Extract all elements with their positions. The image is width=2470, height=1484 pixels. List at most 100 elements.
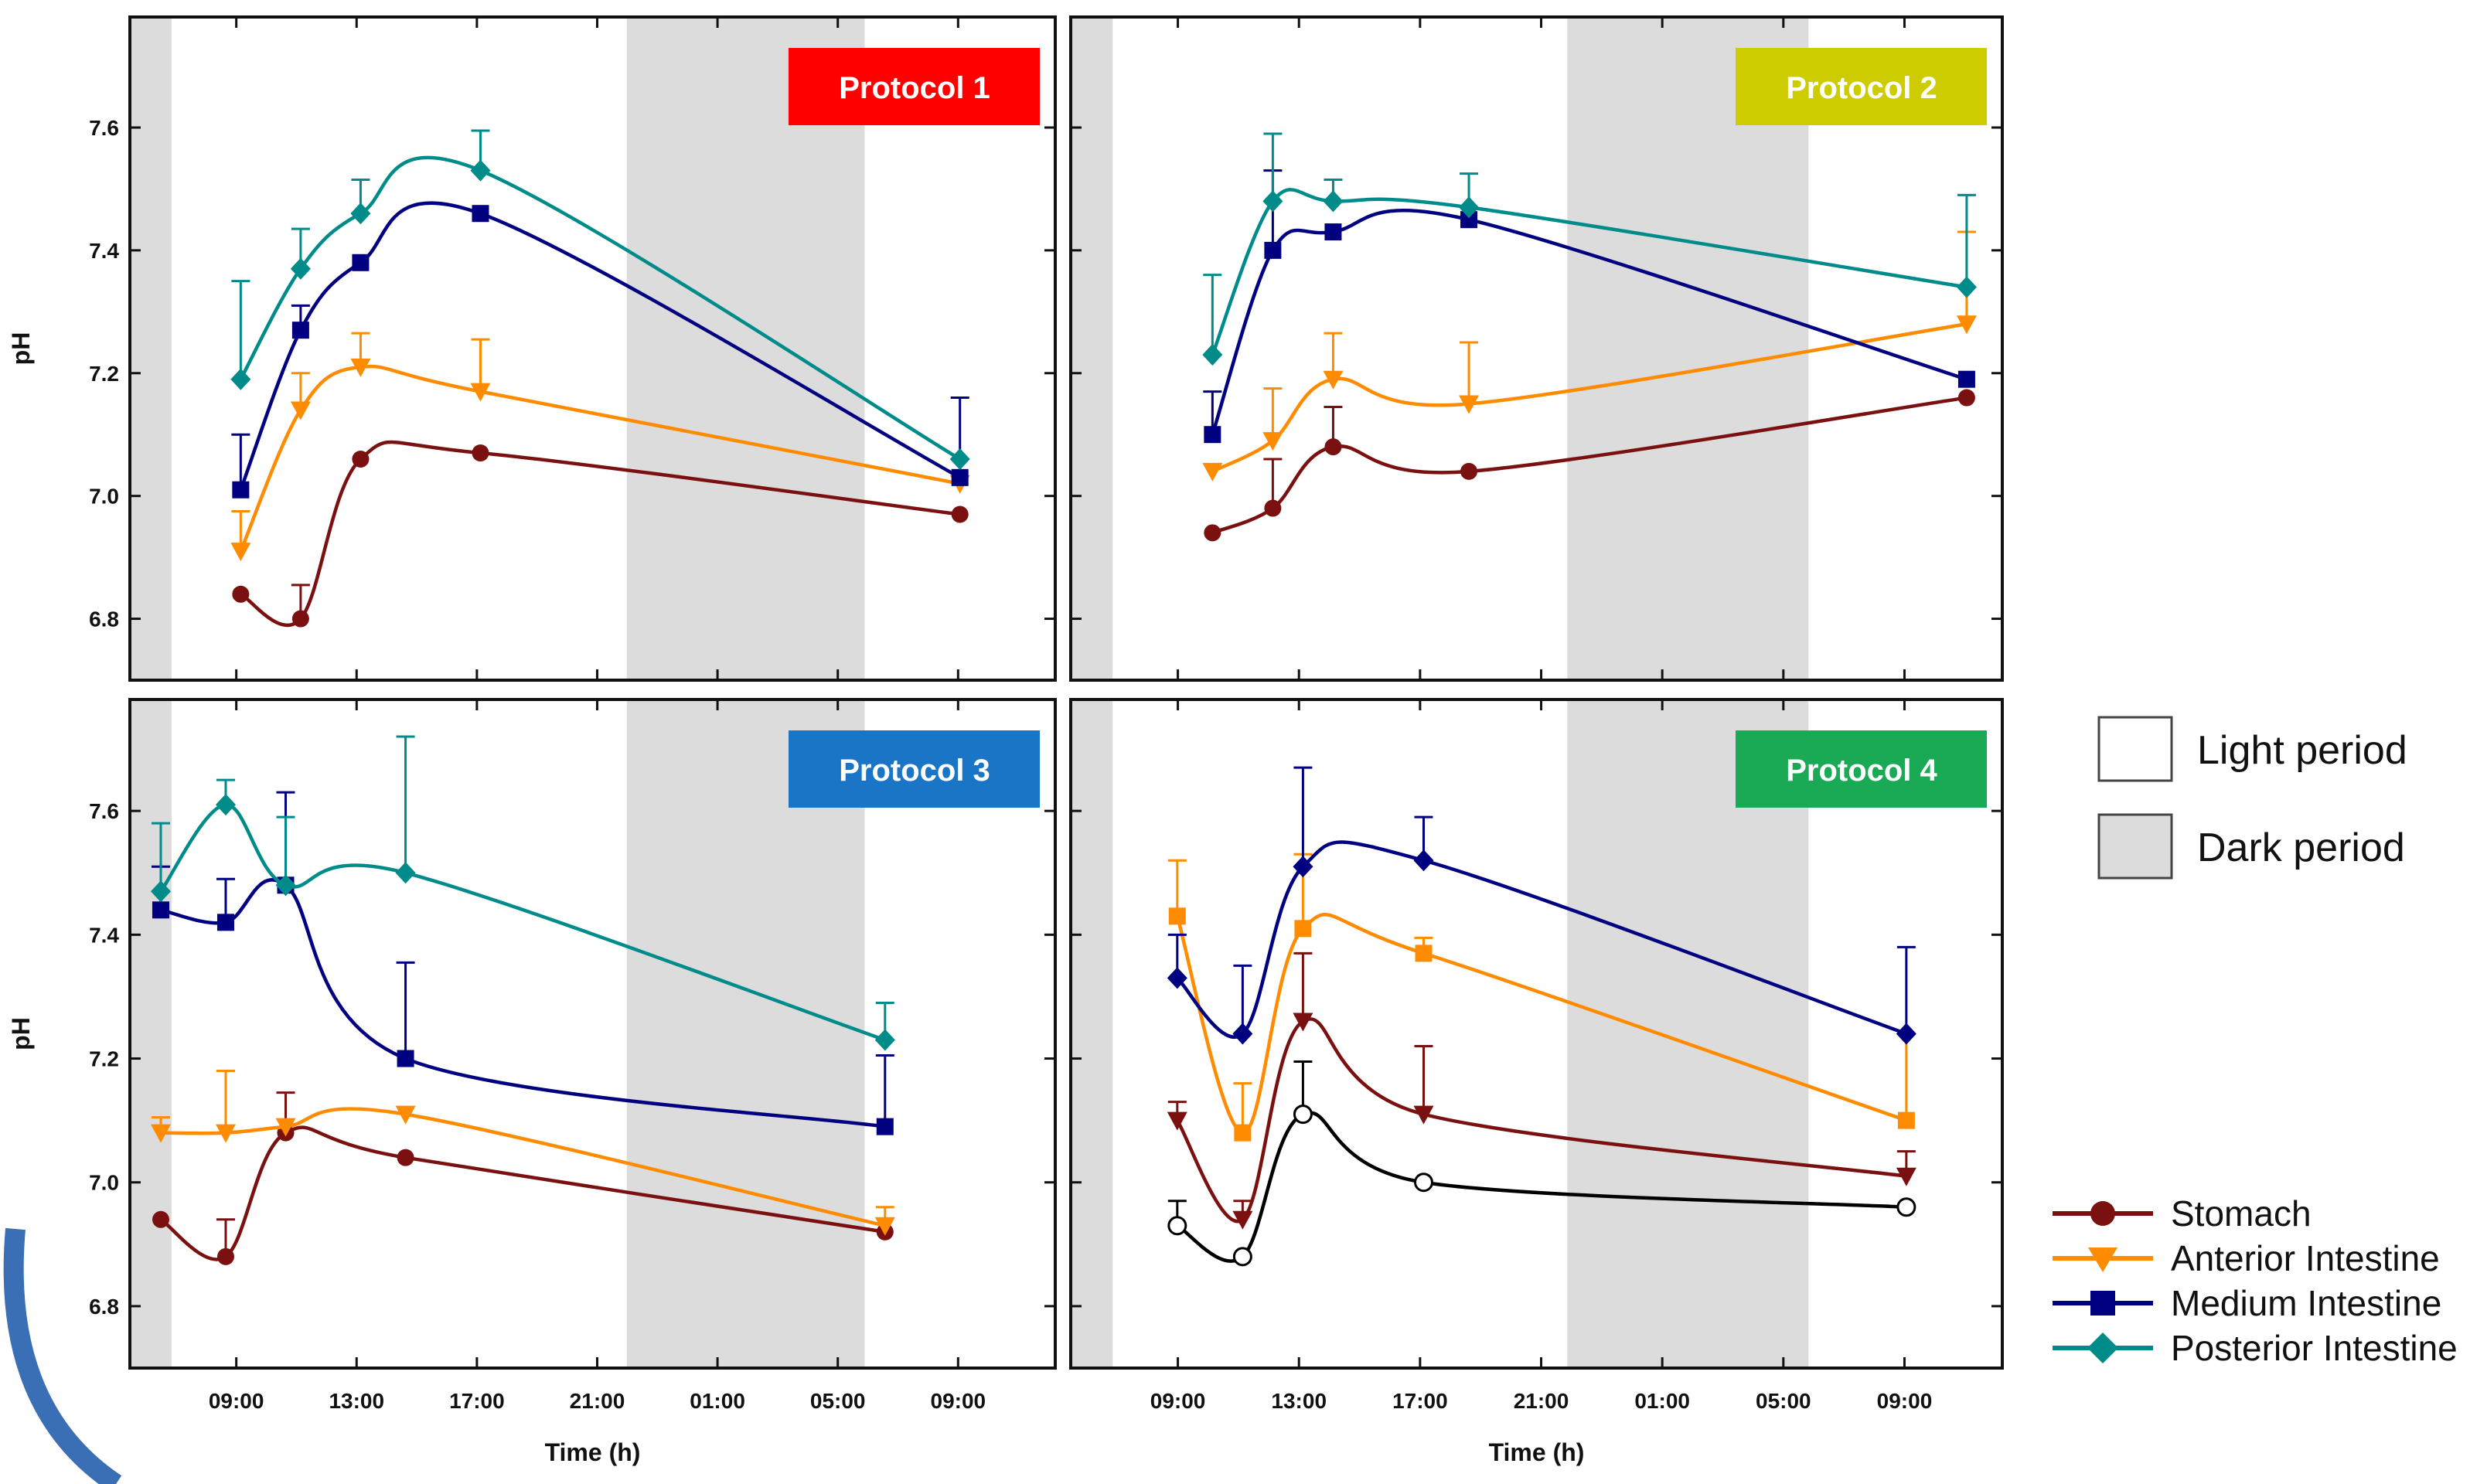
data-point	[395, 862, 416, 884]
legend-label: Posterior Intestine	[2171, 1328, 2458, 1368]
data-point	[352, 254, 370, 271]
data-point	[350, 203, 371, 225]
data-point	[1956, 315, 1977, 335]
data-point	[1264, 241, 1282, 259]
series-line	[239, 364, 961, 553]
data-point	[1293, 1104, 1313, 1125]
data-point	[876, 1118, 894, 1135]
dark-period-band	[626, 699, 865, 1368]
data-point	[951, 505, 969, 523]
x-tick-label: 13:00	[329, 1389, 384, 1413]
panel-title-box	[1736, 730, 1987, 808]
x-tick-label: 21:00	[570, 1389, 625, 1413]
legend-label: Stomach	[2171, 1193, 2312, 1234]
data-point	[275, 1118, 296, 1137]
dark-period-band	[626, 17, 865, 680]
data-point	[232, 585, 250, 603]
data-point	[230, 543, 251, 562]
dark-period-band	[1071, 699, 1113, 1368]
data-point	[1460, 462, 1478, 480]
series-line	[1211, 188, 1967, 356]
data-point	[232, 481, 250, 499]
x-tick-label: 01:00	[690, 1389, 745, 1413]
data-point	[215, 1124, 236, 1143]
data-point	[150, 880, 171, 903]
data-point	[1167, 1111, 1187, 1131]
x-tick-label: 17:00	[1392, 1389, 1448, 1413]
plot-background	[130, 699, 1055, 1368]
panel-title-box	[789, 730, 1040, 808]
dark-period-band	[130, 699, 172, 1368]
data-point	[951, 468, 969, 486]
chart-panel-1: 6.8 7.0 7.2 7.4 7.6 pH Protocol 1	[7, 15, 1057, 682]
panel-title: Protocol 1	[839, 71, 990, 105]
legend-marker	[2090, 1201, 2115, 1226]
data-point	[352, 451, 370, 468]
data-point	[1293, 856, 1313, 878]
data-point	[152, 901, 169, 919]
data-point	[350, 358, 371, 377]
data-point	[1293, 1013, 1313, 1032]
light-period-label: Light period	[2197, 728, 2407, 773]
data-point	[874, 1217, 895, 1236]
light-period-swatch	[2097, 716, 2173, 782]
data-point	[1232, 1247, 1252, 1267]
x-tick-label: 09:00	[1877, 1389, 1933, 1413]
x-tick-label: 05:00	[1756, 1389, 1811, 1413]
data-point	[1957, 370, 1975, 388]
y-tick-label: 6.8	[89, 1295, 119, 1319]
panel-title-box	[789, 48, 1040, 125]
legend-label: Medium Intestine	[2171, 1283, 2441, 1323]
dark-period-band	[130, 17, 172, 680]
data-point	[290, 401, 311, 420]
chart-panel-4: 09:00 13:00 17:00 21:00 01:00 05:00 09:00 Time …	[1069, 698, 2004, 1466]
data-point	[1262, 190, 1283, 213]
chart-panel-2: Protocol 2	[1069, 15, 2004, 682]
dark-period-swatch	[2097, 813, 2173, 880]
period-legend: Light period Dark period	[2097, 716, 2407, 880]
x-tick-label: 13:00	[1271, 1389, 1327, 1413]
data-point	[1414, 1173, 1434, 1193]
y-tick-label: 7.2	[89, 1047, 119, 1071]
plot-background	[130, 17, 1055, 680]
data-point	[291, 610, 309, 628]
series-line	[239, 155, 961, 461]
y-tick-label: 7.0	[89, 1171, 119, 1195]
data-point	[1264, 499, 1282, 517]
y-axis-label: pH	[7, 1017, 35, 1050]
legend-label: Anterior Intestine	[2171, 1238, 2440, 1278]
panel-title: Protocol 2	[1786, 71, 1937, 105]
x-tick-label: 05:00	[810, 1389, 866, 1413]
data-point	[1460, 211, 1478, 229]
data-point	[1896, 1023, 1916, 1045]
data-point	[949, 448, 970, 470]
legend-marker	[2087, 1333, 2118, 1363]
data-point	[395, 1105, 416, 1125]
panel-title: Protocol 3	[839, 754, 990, 788]
data-point	[1459, 196, 1480, 219]
data-point	[215, 794, 236, 816]
data-point	[150, 1124, 171, 1143]
data-point	[1167, 1216, 1187, 1236]
legend-marker	[2090, 1291, 2115, 1316]
dark-period-band	[1567, 17, 1809, 680]
data-point	[1232, 1210, 1253, 1230]
data-point	[1413, 1105, 1434, 1125]
data-point	[275, 874, 296, 897]
data-point	[1168, 907, 1186, 925]
data-point	[1897, 1111, 1915, 1129]
data-point	[1262, 432, 1283, 451]
data-point	[216, 914, 234, 931]
series-line	[1211, 208, 1967, 435]
data-point	[1413, 849, 1434, 872]
data-point	[290, 257, 311, 280]
data-point	[1202, 462, 1223, 482]
x-axis-label: Time (h)	[545, 1438, 641, 1466]
data-point	[1323, 370, 1344, 390]
data-point	[472, 205, 489, 223]
x-tick-label: 17:00	[449, 1389, 505, 1413]
data-point	[470, 383, 491, 402]
data-point	[1167, 967, 1187, 989]
legend-marker	[2088, 1247, 2117, 1272]
x-tick-label: 09:00	[931, 1389, 986, 1413]
